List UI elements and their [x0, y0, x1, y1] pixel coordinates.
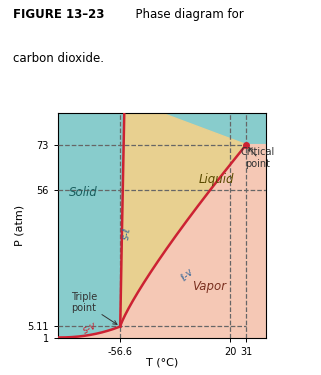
Text: Triple
point: Triple point: [71, 292, 117, 324]
Y-axis label: P (atm): P (atm): [14, 204, 24, 246]
Text: Critical
point: Critical point: [241, 147, 275, 169]
Text: s-v: s-v: [81, 320, 98, 336]
Text: ℓ-v: ℓ-v: [179, 267, 195, 283]
Text: Phase diagram for: Phase diagram for: [128, 8, 244, 21]
Text: FIGURE 13–23: FIGURE 13–23: [13, 8, 104, 21]
X-axis label: T (°C): T (°C): [146, 358, 178, 368]
Text: s-ℓ: s-ℓ: [121, 226, 133, 240]
Text: Solid: Solid: [69, 186, 98, 200]
Text: Vapor: Vapor: [192, 280, 226, 293]
Text: carbon dioxide.: carbon dioxide.: [13, 53, 104, 66]
Polygon shape: [120, 99, 246, 327]
Polygon shape: [58, 145, 266, 338]
Text: Liquid: Liquid: [198, 173, 234, 186]
